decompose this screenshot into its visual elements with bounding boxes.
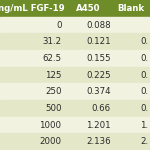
Text: 500: 500	[45, 104, 62, 113]
Text: Blank: Blank	[118, 4, 145, 13]
Bar	[63, 0, 112, 17]
Text: 0.: 0.	[140, 104, 148, 113]
Bar	[0, 0, 63, 17]
Bar	[0, 17, 150, 33]
Bar	[0, 50, 150, 67]
Text: 0.155: 0.155	[86, 54, 111, 63]
Text: 0.374: 0.374	[86, 87, 111, 96]
Text: 2000: 2000	[39, 137, 62, 146]
Text: A450: A450	[75, 4, 100, 13]
Text: 31.2: 31.2	[42, 37, 62, 46]
Text: 0.: 0.	[140, 87, 148, 96]
Text: 0.088: 0.088	[86, 21, 111, 30]
Text: 0.: 0.	[140, 54, 148, 63]
Bar	[0, 100, 150, 117]
Text: 125: 125	[45, 70, 62, 80]
Text: 2.: 2.	[140, 137, 148, 146]
Text: 0.225: 0.225	[86, 70, 111, 80]
Bar	[0, 83, 150, 100]
Bar	[0, 67, 150, 83]
Text: 1.201: 1.201	[86, 120, 111, 129]
Text: 1000: 1000	[39, 120, 62, 129]
Text: 0.66: 0.66	[92, 104, 111, 113]
Text: 0.121: 0.121	[86, 37, 111, 46]
Text: 0.: 0.	[140, 70, 148, 80]
Text: 62.5: 62.5	[42, 54, 62, 63]
Text: 0.: 0.	[140, 37, 148, 46]
Bar	[112, 0, 150, 17]
Text: ng/mL FGF-19: ng/mL FGF-19	[0, 4, 65, 13]
Bar	[0, 133, 150, 150]
Text: 1.: 1.	[140, 120, 148, 129]
Text: 2.136: 2.136	[86, 137, 111, 146]
Text: 250: 250	[45, 87, 62, 96]
Bar	[0, 117, 150, 133]
Bar	[0, 33, 150, 50]
Text: 0: 0	[56, 21, 62, 30]
